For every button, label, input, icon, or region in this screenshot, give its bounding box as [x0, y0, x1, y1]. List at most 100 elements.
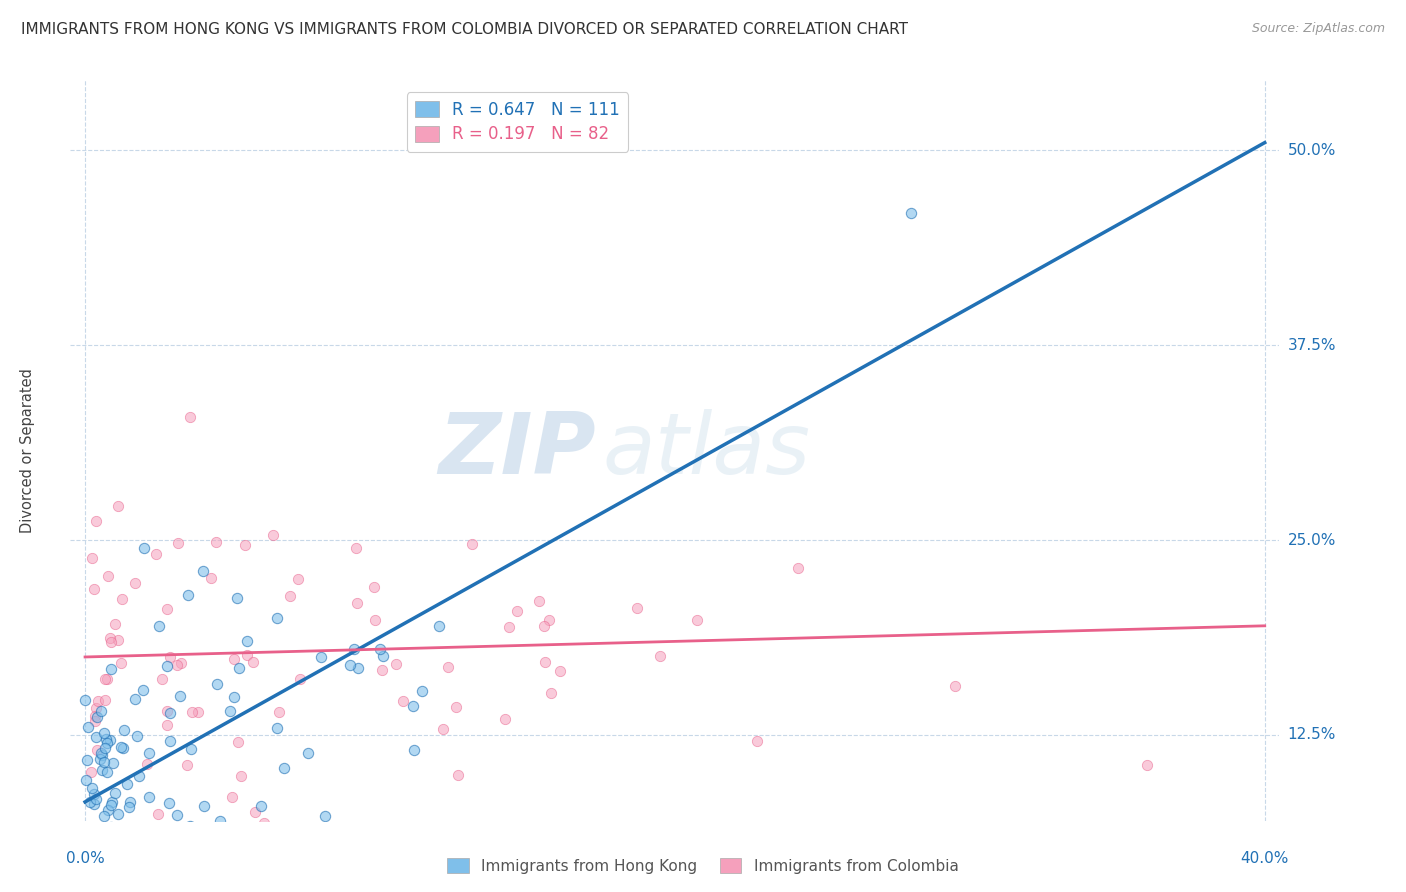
- Point: [131, 683, 153, 698]
- Point: [83, 788, 105, 802]
- Point: [98, 732, 121, 747]
- Point: [346, 596, 368, 610]
- Point: [626, 601, 648, 615]
- Point: [187, 705, 209, 719]
- Point: [461, 537, 484, 551]
- Point: [83, 797, 105, 811]
- Point: [83, 582, 105, 596]
- Point: [104, 616, 127, 631]
- Legend: Immigrants from Hong Kong, Immigrants from Colombia: Immigrants from Hong Kong, Immigrants fr…: [441, 852, 965, 880]
- Point: [110, 656, 132, 670]
- Point: [498, 620, 520, 634]
- Point: [80, 764, 103, 779]
- Point: [84, 714, 107, 728]
- Text: atlas: atlas: [602, 409, 810, 492]
- Point: [745, 734, 768, 748]
- Point: [273, 761, 295, 775]
- Point: [402, 743, 425, 757]
- Point: [107, 500, 129, 514]
- Point: [1136, 758, 1159, 772]
- Point: [166, 657, 188, 672]
- Point: [943, 679, 966, 693]
- Point: [84, 514, 107, 528]
- Point: [209, 814, 232, 828]
- Point: [363, 613, 385, 627]
- Point: [166, 536, 188, 550]
- Point: [77, 720, 100, 734]
- Point: [128, 769, 150, 783]
- Point: [114, 860, 136, 874]
- Text: 40.0%: 40.0%: [1240, 851, 1289, 866]
- Point: [427, 619, 450, 633]
- Point: [179, 819, 201, 833]
- Point: [112, 723, 135, 738]
- Point: [86, 792, 108, 806]
- Point: [75, 773, 97, 788]
- Point: [94, 838, 117, 852]
- Point: [314, 809, 336, 823]
- Point: [98, 838, 121, 853]
- Point: [86, 694, 108, 708]
- Point: [297, 746, 319, 760]
- Point: [76, 860, 98, 874]
- Point: [391, 694, 413, 708]
- Text: Divorced or Separated: Divorced or Separated: [21, 368, 35, 533]
- Point: [446, 700, 468, 714]
- Text: ZIP: ZIP: [439, 409, 596, 492]
- Point: [262, 527, 284, 541]
- Point: [86, 710, 108, 724]
- Point: [371, 663, 394, 677]
- Point: [103, 756, 125, 770]
- Point: [82, 550, 104, 565]
- Point: [287, 572, 309, 586]
- Point: [124, 692, 146, 706]
- Text: Source: ZipAtlas.com: Source: ZipAtlas.com: [1251, 22, 1385, 36]
- Point: [90, 746, 112, 760]
- Point: [242, 655, 264, 669]
- Point: [96, 764, 118, 779]
- Point: [686, 613, 709, 627]
- Text: 37.5%: 37.5%: [1288, 338, 1336, 352]
- Point: [118, 795, 141, 809]
- Point: [107, 807, 129, 822]
- Point: [226, 735, 249, 749]
- Point: [288, 672, 311, 686]
- Point: [91, 747, 114, 762]
- Point: [80, 781, 103, 796]
- Point: [155, 659, 177, 673]
- Point: [250, 799, 273, 814]
- Point: [93, 740, 115, 755]
- Point: [170, 852, 193, 866]
- Point: [148, 619, 170, 633]
- Point: [177, 588, 200, 602]
- Point: [787, 561, 810, 575]
- Point: [269, 706, 291, 720]
- Point: [245, 805, 267, 819]
- Point: [115, 777, 138, 791]
- Point: [84, 730, 107, 744]
- Point: [100, 797, 122, 812]
- Point: [132, 541, 155, 555]
- Point: [266, 721, 288, 735]
- Point: [97, 804, 120, 818]
- Point: [150, 672, 173, 686]
- Point: [166, 808, 188, 822]
- Point: [135, 756, 157, 771]
- Point: [277, 857, 299, 871]
- Point: [347, 661, 370, 675]
- Point: [82, 827, 104, 841]
- Point: [94, 672, 117, 686]
- Point: [224, 690, 246, 705]
- Point: [191, 564, 214, 578]
- Point: [97, 860, 120, 874]
- Point: [120, 830, 142, 844]
- Point: [122, 842, 145, 856]
- Point: [104, 786, 127, 800]
- Point: [384, 657, 406, 672]
- Point: [101, 795, 124, 809]
- Point: [76, 753, 98, 767]
- Point: [537, 613, 560, 627]
- Point: [97, 569, 120, 583]
- Point: [100, 662, 122, 676]
- Point: [181, 706, 204, 720]
